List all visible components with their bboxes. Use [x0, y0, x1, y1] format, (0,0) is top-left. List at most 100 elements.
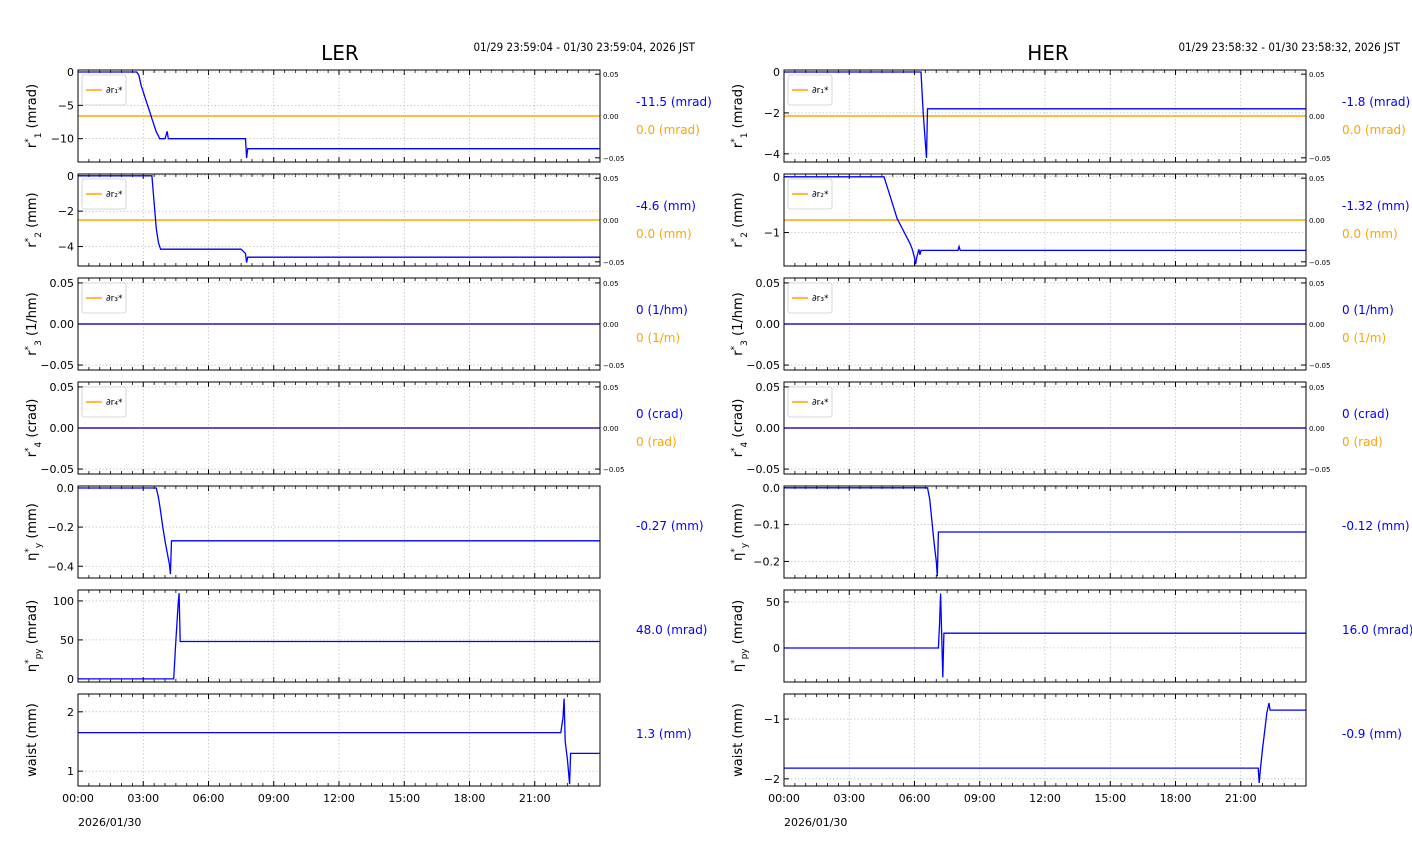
x-tick-label: 21:00: [1225, 792, 1257, 805]
y-tick-label: −4: [58, 241, 74, 254]
legend-box: [787, 74, 833, 106]
current-value: -0.12 (mm): [1342, 519, 1410, 533]
right-tick-label: −0.05: [1309, 259, 1330, 267]
x-tick-label: 00:00: [768, 792, 800, 805]
current-value: 0 (1/hm): [636, 303, 688, 317]
y-label-main: r: [731, 350, 746, 356]
date-label: 2026/01/30: [784, 816, 847, 829]
panel-frame: [77, 485, 601, 579]
y-label-main: r: [25, 142, 40, 148]
delta-value: 0.0 (mm): [1342, 227, 1398, 241]
legend-label: ∂r₁*: [106, 86, 123, 96]
panel-5: 0.0−0.1−0.2η*y (mm) -0.12 (mm): [730, 482, 1410, 579]
y-axis-label: r*4 (crad): [730, 399, 750, 458]
y-tick-label: −2: [764, 773, 780, 786]
y-label-unit: (mm): [25, 703, 40, 743]
right-tick-label: 0.05: [1309, 71, 1325, 79]
y-label-sub: y: [740, 542, 750, 548]
y-axis-label: η*y (mm): [730, 503, 750, 561]
panel-2: 0 −2 −4 0.05 0.00 −0.05 ∂r₂* r*2 (mm) -4.6 (mm) 0…: [24, 170, 696, 267]
y-axis-label: r*1 (mrad): [730, 84, 750, 148]
panel-frame: [783, 693, 1307, 787]
y-axis-label: waist (mm): [25, 703, 40, 777]
y-label-sup: *: [24, 345, 34, 350]
panel-frame: [77, 589, 601, 683]
right-tick-label: 0.00: [603, 425, 619, 433]
y-axis-label: η*py (mrad): [24, 600, 44, 672]
y-tick-label: 0.0: [763, 482, 781, 495]
legend: ∂r₃*: [81, 282, 127, 314]
panel-frame: [77, 173, 601, 267]
y-tick-label: −0.05: [746, 463, 780, 476]
right-tick-label: −0.05: [603, 259, 624, 267]
x-tick-label: 06:00: [193, 792, 225, 805]
series-line: [784, 702, 1306, 784]
series-line: [78, 698, 600, 785]
current-value: -11.5 (mrad): [636, 95, 712, 109]
y-label-main: r: [25, 242, 40, 248]
series-line: [784, 593, 1306, 678]
y-label-main: r: [731, 242, 746, 248]
right-tick-label: 0.05: [603, 175, 619, 183]
panel-frame: [783, 381, 1307, 475]
legend-box: [81, 178, 127, 210]
y-tick-label: 0.00: [756, 422, 781, 435]
legend: ∂r₂*: [787, 178, 833, 210]
right-tick-label: 0.05: [603, 384, 619, 392]
chart-title: HER: [1027, 41, 1069, 65]
right-tick-label: 0.00: [603, 113, 619, 121]
y-label-sup: *: [730, 548, 740, 553]
y-label-sub: y: [34, 542, 44, 548]
y-tick-label: −10: [51, 133, 74, 146]
legend-label: ∂r₁*: [812, 86, 829, 96]
y-label-sup: *: [730, 345, 740, 350]
y-tick-label: 0: [773, 171, 780, 184]
y-label-sub: 4: [34, 441, 44, 447]
right-tick-label: −0.05: [603, 362, 624, 370]
x-tick-label: 09:00: [964, 792, 996, 805]
panel-5: 0.0−0.2−0.4η*y (mm) -0.27 (mm): [24, 482, 704, 579]
y-tick-label: −0.05: [40, 359, 74, 372]
legend-box: [787, 282, 833, 314]
y-tick-label: 2: [67, 706, 74, 719]
right-tick-label: 0.00: [1309, 217, 1325, 225]
y-label-main: r: [25, 350, 40, 356]
delta-value: 0 (rad): [1342, 435, 1383, 449]
y-tick-label: −0.4: [47, 560, 74, 573]
legend-box: [81, 74, 127, 106]
series-line: [784, 71, 1306, 158]
y-label-unit: (mm): [731, 703, 746, 743]
panel-7: 2 1 waist (mm) 1.3 (mm): [25, 693, 692, 787]
y-tick-label: 0.00: [50, 422, 75, 435]
legend: ∂r₃*: [787, 282, 833, 314]
legend-label: ∂r₂*: [106, 190, 123, 200]
delta-value: 0 (1/m): [1342, 331, 1386, 345]
y-axis-label: r*3 (1/hm): [24, 292, 44, 355]
delta-value: 0.0 (mrad): [636, 123, 700, 137]
y-tick-label: 0.00: [756, 318, 781, 331]
x-tick-label: 06:00: [899, 792, 931, 805]
right-tick-label: −0.05: [1309, 466, 1330, 474]
x-tick-label: 18:00: [1160, 792, 1192, 805]
right-tick-label: 0.05: [1309, 384, 1325, 392]
current-value: 1.3 (mm): [636, 727, 692, 741]
legend: ∂r₁*: [81, 74, 127, 106]
legend: ∂r₄*: [787, 386, 833, 418]
current-value: -0.9 (mm): [1342, 727, 1402, 741]
legend-label: ∂r₂*: [812, 190, 829, 200]
series-line: [78, 487, 600, 575]
y-label-sup: *: [730, 659, 740, 664]
y-tick-label: 0: [67, 170, 74, 183]
x-tick-label: 03:00: [833, 792, 865, 805]
panel-frame: [77, 69, 601, 163]
y-label-sup: *: [730, 237, 740, 242]
y-label-sup: *: [24, 659, 34, 664]
panel-2: 0 −1 0.05 0.00 −0.05 ∂r₂* r*2 (mm) -1.32 (mm) 0.…: [730, 171, 1410, 267]
series-line: [78, 593, 600, 680]
current-value: 0 (crad): [636, 407, 683, 421]
legend: ∂r₁*: [787, 74, 833, 106]
delta-value: 0 (1/m): [636, 331, 680, 345]
series-line: [78, 71, 600, 159]
panel-7: −1 −2 waist (mm) -0.9 (mm): [731, 693, 1402, 787]
